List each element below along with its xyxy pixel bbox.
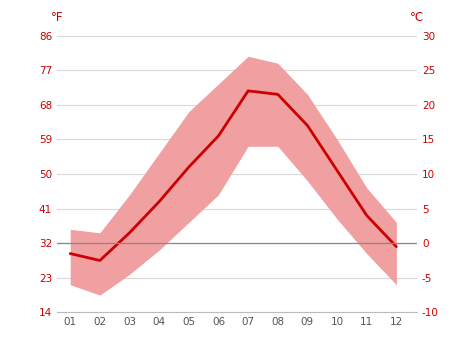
Text: °F: °F bbox=[51, 11, 63, 24]
Text: °C: °C bbox=[410, 11, 424, 24]
